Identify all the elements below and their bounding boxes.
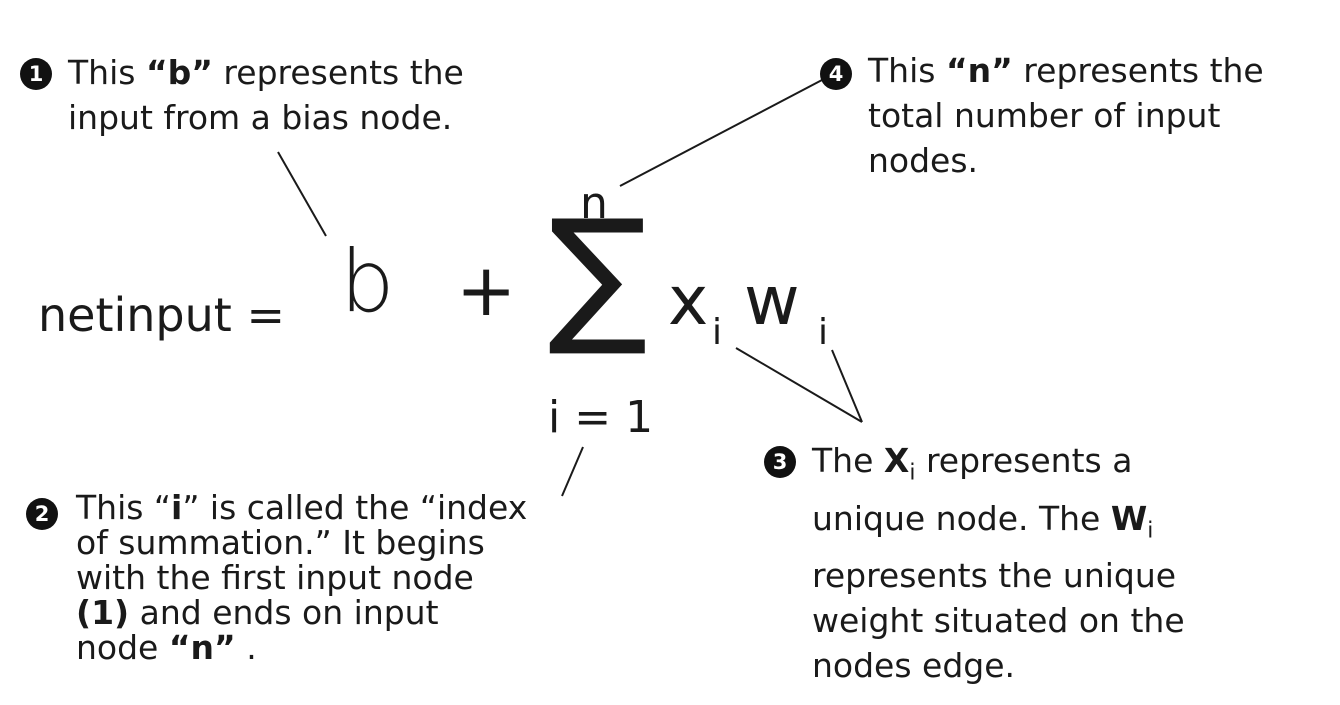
annotation-3-line-5: nodes edge.: [812, 646, 1016, 686]
leader-2: [561, 446, 584, 497]
formula-plus: +: [456, 248, 517, 332]
annotation-4-line-3: nodes.: [868, 141, 979, 180]
annotation-2-line-1: This “i” is called the “index: [76, 488, 528, 527]
badge-1: 1: [20, 58, 52, 90]
annotation-4-line-2: total number of input: [868, 96, 1221, 135]
annotation-4: This “n” represents the total number of …: [868, 48, 1264, 183]
annotation-2-line-2: of summation.” It begins: [76, 523, 485, 562]
annotation-1-line-2: input from a bias node.: [68, 98, 453, 137]
sum-upper-limit: n: [580, 178, 608, 229]
annotation-3-line-1: The Xi represents a: [812, 441, 1133, 486]
formula-lhs: netinput =: [38, 288, 285, 342]
formula-bias: b: [340, 232, 395, 332]
formula-x: x: [668, 262, 709, 341]
leader-3b: [831, 349, 863, 423]
annotation-4-line-1: This “n” represents the: [868, 51, 1264, 90]
formula-w-subscript: i: [818, 312, 829, 353]
summation-sigma: ∑: [548, 188, 648, 360]
annotation-2: This “i” is called the “index of summati…: [76, 490, 527, 665]
formula-x-subscript: i: [712, 312, 723, 353]
annotation-2-line-5: node “n” .: [76, 628, 257, 667]
annotation-1-line-1: This “b” represents the: [68, 53, 464, 92]
leader-1: [277, 151, 327, 237]
badge-4: 4: [820, 58, 852, 90]
annotation-3-line-2: unique node. The Wi: [812, 498, 1154, 544]
annotation-2-line-3: with the first input node: [76, 558, 474, 597]
formula-w: w: [744, 262, 800, 341]
annotation-2-line-4: (1) and ends on input: [76, 593, 439, 632]
leader-4: [619, 79, 823, 187]
badge-2: 2: [26, 498, 58, 530]
annotation-1: This “b” represents the input from a bia…: [68, 50, 464, 140]
sum-lower-limit: i = 1: [548, 392, 654, 443]
badge-3: 3: [764, 446, 796, 478]
annotation-3-line-3: represents the unique: [812, 556, 1177, 596]
annotation-3: The Xi represents a unique node. The Wi …: [812, 438, 1185, 688]
leader-3a: [735, 347, 863, 423]
annotation-3-line-4: weight situated on the: [812, 601, 1185, 641]
